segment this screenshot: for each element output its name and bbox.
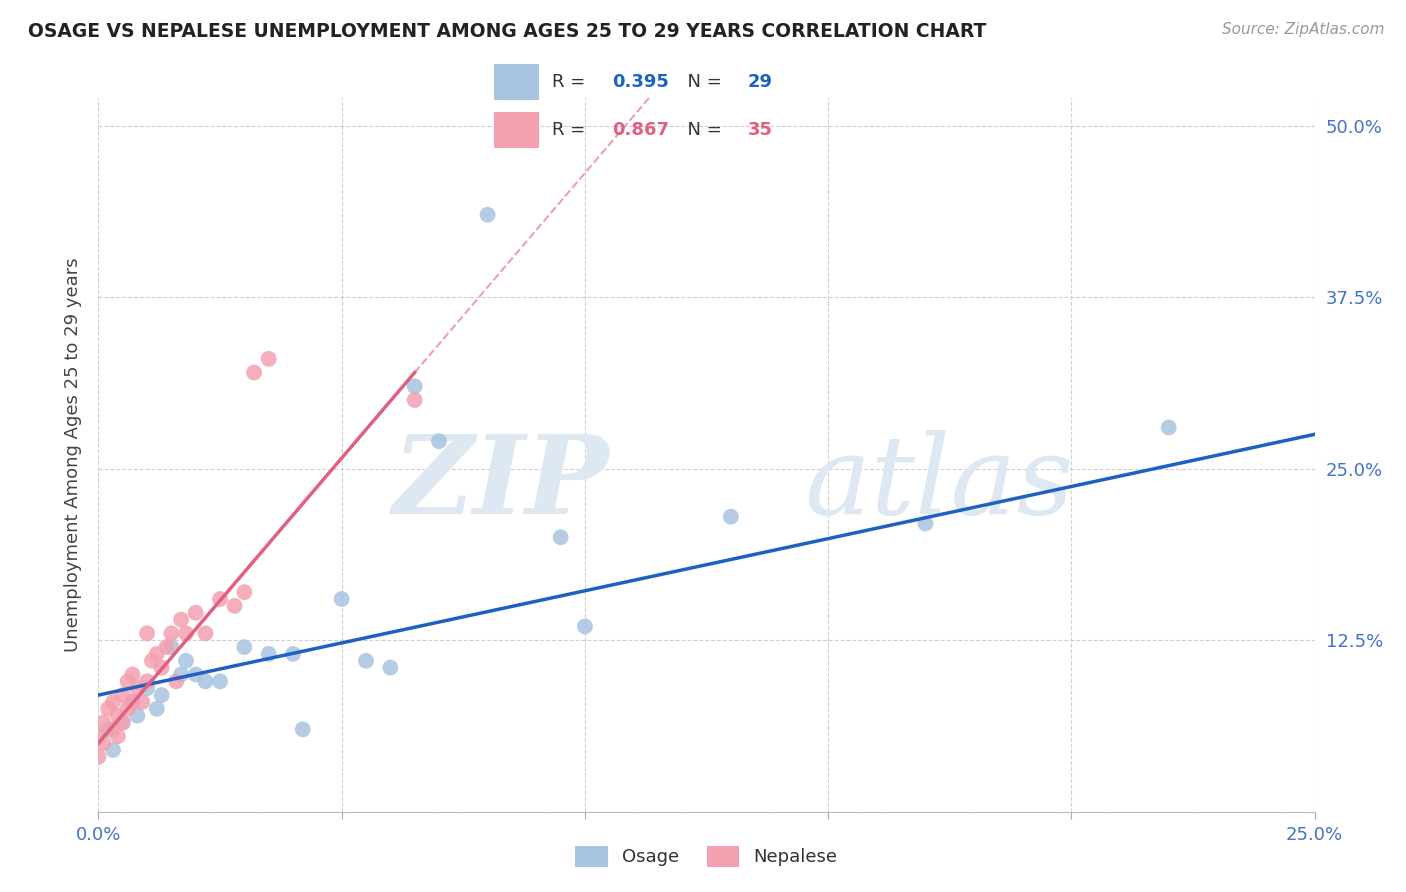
Point (107, 729, 129, 743)
Point (174, 626, 197, 640)
Legend: Osage, Nepalese: Osage, Nepalese (568, 838, 845, 874)
Point (330, 592, 353, 607)
Point (574, 619, 596, 633)
Text: R =: R = (551, 73, 591, 91)
Point (136, 681, 159, 696)
Point (233, 585, 256, 599)
Point (150, 660, 173, 674)
Point (111, 688, 134, 702)
Point (914, 516, 936, 531)
Text: 0.395: 0.395 (612, 73, 669, 91)
Point (427, 434, 450, 449)
Text: 35: 35 (748, 121, 773, 139)
Point (281, 647, 304, 661)
Point (101, 743, 124, 757)
Point (404, 392, 426, 407)
Text: 0.867: 0.867 (612, 121, 669, 139)
Text: 29: 29 (748, 73, 773, 91)
Point (146, 702, 169, 716)
Text: Source: ZipAtlas.com: Source: ZipAtlas.com (1222, 22, 1385, 37)
Point (165, 674, 187, 689)
Point (170, 667, 193, 681)
Point (101, 695, 124, 709)
FancyBboxPatch shape (494, 64, 540, 100)
Point (174, 654, 197, 668)
Point (146, 647, 169, 661)
Point (209, 674, 232, 689)
Point (150, 688, 173, 702)
Y-axis label: Unemployment Among Ages 25 to 29 years: Unemployment Among Ages 25 to 29 years (63, 258, 82, 652)
Point (257, 647, 280, 661)
Point (91, 736, 114, 750)
Point (477, 208, 499, 222)
FancyBboxPatch shape (494, 112, 540, 148)
Point (121, 695, 143, 709)
Text: N =: N = (675, 121, 727, 139)
Point (233, 640, 256, 654)
Text: atlas: atlas (804, 430, 1073, 537)
Point (243, 366, 266, 380)
Point (194, 674, 217, 689)
Point (291, 723, 314, 737)
Point (160, 626, 183, 640)
Point (160, 640, 183, 654)
Point (136, 674, 159, 689)
Point (1157, 420, 1180, 434)
Point (720, 509, 742, 524)
Text: OSAGE VS NEPALESE UNEMPLOYMENT AMONG AGES 25 TO 29 YEARS CORRELATION CHART: OSAGE VS NEPALESE UNEMPLOYMENT AMONG AGE… (28, 22, 987, 41)
Point (184, 606, 207, 620)
Point (136, 626, 159, 640)
Point (257, 351, 280, 366)
Point (141, 654, 163, 668)
Point (97, 723, 120, 737)
Point (107, 708, 129, 723)
Point (224, 599, 246, 613)
Point (111, 715, 134, 730)
Point (87, 749, 110, 764)
Point (209, 592, 232, 607)
Point (101, 723, 124, 737)
Point (111, 715, 134, 730)
Point (404, 379, 426, 393)
Text: N =: N = (675, 73, 727, 91)
Point (117, 702, 139, 716)
Point (97, 702, 120, 716)
Text: R =: R = (551, 121, 591, 139)
Point (155, 640, 177, 654)
Point (121, 667, 143, 681)
Point (354, 654, 377, 668)
Point (91, 715, 114, 730)
Point (127, 681, 149, 696)
Text: ZIP: ZIP (392, 430, 609, 537)
Point (194, 626, 217, 640)
Point (380, 660, 402, 674)
Point (127, 708, 149, 723)
Point (131, 695, 153, 709)
Point (87, 729, 110, 743)
Point (117, 674, 139, 689)
Point (184, 667, 207, 681)
Point (121, 695, 143, 709)
Point (550, 530, 572, 544)
Point (170, 613, 193, 627)
